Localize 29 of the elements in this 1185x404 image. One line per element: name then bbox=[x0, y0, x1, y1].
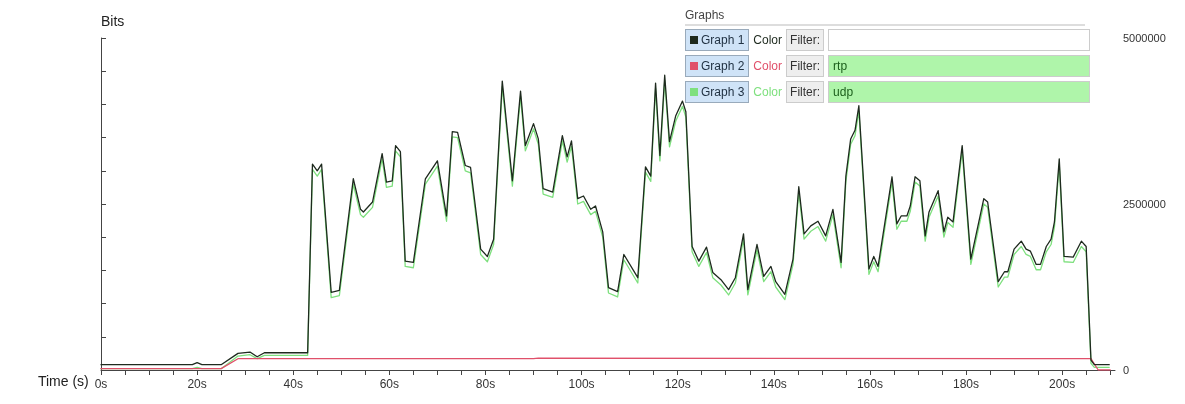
legend-label: Graph 2 bbox=[685, 55, 750, 77]
x-tick-label: 120s bbox=[664, 377, 691, 391]
y-axis-title: Bits bbox=[101, 13, 125, 29]
filter-field: rtp bbox=[828, 55, 1091, 77]
text: Color bbox=[753, 59, 783, 73]
x-tick-label: 20s bbox=[187, 377, 207, 391]
legend-title: Graphs bbox=[685, 8, 1085, 26]
x-tick-label: 40s bbox=[283, 377, 303, 391]
legend-label: Graph 3 bbox=[685, 81, 750, 103]
x-tick-label: 60s bbox=[379, 377, 400, 391]
x-tick-label: 0s bbox=[94, 377, 108, 391]
text: Filter: bbox=[790, 59, 821, 73]
x-axis-title: Time (s) bbox=[37, 373, 89, 389]
y-tick-label: 2500000 bbox=[1123, 198, 1166, 210]
legend-label: Graph 1 bbox=[685, 29, 750, 51]
x-tick-label: 80s bbox=[475, 377, 496, 391]
x-tick-label: 200s bbox=[1049, 377, 1076, 391]
annotation: Color bbox=[753, 33, 783, 47]
x-tick-label: 160s bbox=[856, 377, 883, 391]
annotation: Filter: bbox=[786, 29, 825, 51]
text: Color bbox=[753, 85, 783, 99]
y-tick-label: 0 bbox=[1123, 364, 1130, 376]
x-tick-label: 180s bbox=[953, 377, 980, 391]
filter-field: udp bbox=[828, 81, 1091, 103]
line-series bbox=[100, 357, 1111, 371]
y-tick-label: 5000000 bbox=[1123, 32, 1166, 44]
x-tick-label: 140s bbox=[760, 377, 787, 391]
x-tick-label: 100s bbox=[568, 377, 595, 391]
text: Filter: bbox=[790, 85, 821, 99]
